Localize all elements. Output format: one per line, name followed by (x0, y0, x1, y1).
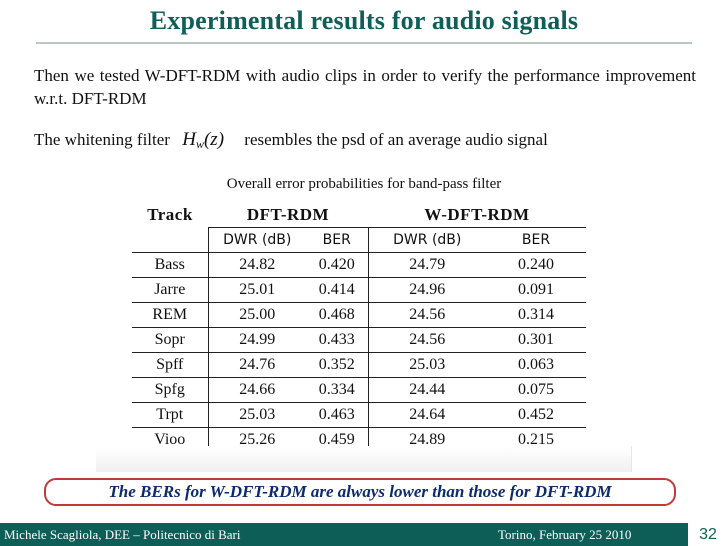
results-table: Track DFT-RDM W-DFT-RDM DWR (dB) BER DWR… (132, 203, 586, 452)
subheader-ber-1: BER (306, 227, 369, 253)
cell-ber-dft-rdm: 0.468 (306, 302, 369, 328)
subheader-dwr-1: DWR (dB) (208, 227, 306, 253)
cell-ber-w-dft-rdm: 0.301 (486, 327, 586, 353)
table-row: REM 25.00 0.468 24.56 0.314 (132, 302, 586, 328)
formula-subscript: w (195, 137, 204, 151)
subheader-empty (132, 227, 209, 253)
cell-ber-w-dft-rdm: 0.240 (486, 252, 586, 278)
cell-track: Jarre (132, 277, 209, 303)
page-number: 32 (688, 523, 728, 546)
cell-ber-w-dft-rdm: 0.452 (486, 402, 586, 428)
cell-ber-dft-rdm: 0.420 (306, 252, 369, 278)
subheader-ber-2: BER (486, 227, 586, 253)
table-row: Spff 24.76 0.352 25.03 0.063 (132, 352, 586, 378)
cell-dwr-dft-rdm: 24.82 (208, 252, 306, 278)
cell-dwr-dft-rdm: 25.00 (208, 302, 306, 328)
header-track: Track (147, 205, 193, 225)
table-subheader-row: DWR (dB) BER DWR (dB) BER (132, 227, 586, 253)
filter-prefix: The whitening filter (34, 130, 170, 149)
cell-dwr-dft-rdm: 24.66 (208, 377, 306, 403)
footer-place-date: Torino, February 25 2010 (498, 527, 632, 542)
cell-ber-dft-rdm: 0.414 (306, 277, 369, 303)
cell-dwr-w-dft-rdm: 24.79 (368, 252, 486, 278)
cell-ber-dft-rdm: 0.352 (306, 352, 369, 378)
table-body: Bass 24.82 0.420 24.79 0.240 Jarre 25.01 0.414 2… (132, 252, 586, 452)
filter-statement: The whitening filter Hw(z) resembles the… (34, 128, 696, 156)
table-shadow-band (96, 446, 632, 472)
cell-dwr-w-dft-rdm: 24.44 (368, 377, 486, 403)
table-caption: Overall error probabilities for band-pas… (226, 176, 502, 192)
cell-ber-w-dft-rdm: 0.075 (486, 377, 586, 403)
cell-track: REM (132, 302, 209, 328)
footer-bar: Michele Scagliola, DEE – Politecnico di … (0, 523, 728, 546)
header-group-dft-rdm: DFT-RDM (246, 205, 330, 224)
conclusion-callout: The BERs for W-DFT-RDM are always lower … (44, 478, 676, 506)
cell-dwr-w-dft-rdm: 24.56 (368, 327, 486, 353)
table-row: Sopr 24.99 0.433 24.56 0.301 (132, 327, 586, 353)
intro-paragraph: Then we tested W-DFT-RDM with audio clip… (34, 66, 696, 108)
cell-dwr-dft-rdm: 24.76 (208, 352, 306, 378)
cell-ber-dft-rdm: 0.433 (306, 327, 369, 353)
cell-ber-w-dft-rdm: 0.091 (486, 277, 586, 303)
formula-argument: (z) (203, 129, 225, 150)
slide-title: Experimental results for audio signals (149, 6, 579, 35)
cell-dwr-w-dft-rdm: 24.64 (368, 402, 486, 428)
cell-track: Sopr (132, 327, 209, 353)
footer-author: Michele Scagliola, DEE – Politecnico di … (4, 527, 241, 542)
table-row: Trpt 25.03 0.463 24.64 0.452 (132, 402, 586, 428)
cell-ber-w-dft-rdm: 0.314 (486, 302, 586, 328)
cell-track: Spff (132, 352, 209, 378)
cell-dwr-dft-rdm: 25.01 (208, 277, 306, 303)
cell-ber-dft-rdm: 0.334 (306, 377, 369, 403)
results-table-container: Track DFT-RDM W-DFT-RDM DWR (dB) BER DWR… (132, 203, 586, 452)
cell-track: Trpt (132, 402, 209, 428)
cell-dwr-w-dft-rdm: 24.56 (368, 302, 486, 328)
formula-base: H (182, 129, 196, 150)
cell-ber-dft-rdm: 0.463 (306, 402, 369, 428)
cell-dwr-dft-rdm: 24.99 (208, 327, 306, 353)
cell-ber-w-dft-rdm: 0.063 (486, 352, 586, 378)
filter-suffix: resembles the psd of an average audio si… (244, 130, 548, 149)
subheader-dwr-2: DWR (dB) (368, 227, 486, 253)
whitening-filter-formula: Hw(z) (182, 129, 225, 151)
cell-track: Spfg (132, 377, 209, 403)
table-row: Jarre 25.01 0.414 24.96 0.091 (132, 277, 586, 303)
cell-dwr-w-dft-rdm: 24.96 (368, 277, 486, 303)
table-row: Spfg 24.66 0.334 24.44 0.075 (132, 377, 586, 403)
cell-dwr-w-dft-rdm: 25.03 (368, 352, 486, 378)
header-group-w-dft-rdm: W-DFT-RDM (424, 205, 530, 224)
cell-dwr-dft-rdm: 25.03 (208, 402, 306, 428)
title-divider (36, 42, 692, 44)
table-row: Bass 24.82 0.420 24.79 0.240 (132, 252, 586, 278)
table-group-header-row: Track DFT-RDM W-DFT-RDM (132, 203, 586, 228)
cell-track: Bass (132, 252, 209, 278)
